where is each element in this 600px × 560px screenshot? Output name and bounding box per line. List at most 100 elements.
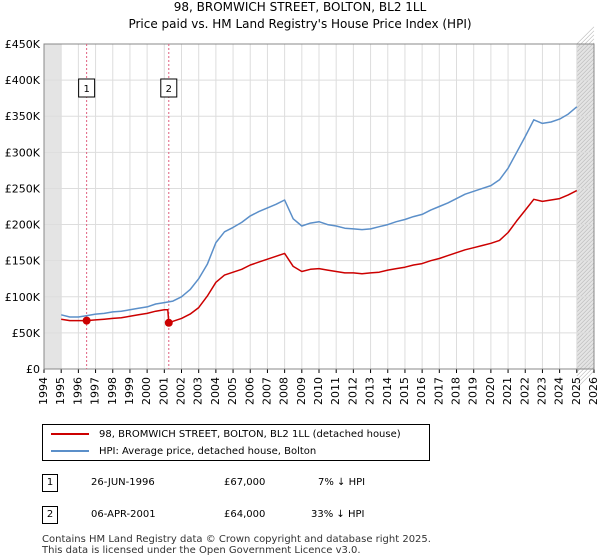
hatch-line [576,78,595,97]
x-tick-label: 2022 [518,377,531,405]
x-tick-label: 2005 [226,377,239,405]
x-tick-label: 2013 [364,377,377,405]
property-series-line [61,189,578,324]
hatch-line [576,194,595,213]
hatch-line [576,174,595,193]
hatch-line [576,186,595,205]
x-tick-label: 2015 [398,377,411,405]
hatch-line [576,30,595,49]
x-tick-label: 1994 [37,377,50,405]
legend-label-hpi: HPI: Average price, detached house, Bolt… [99,446,317,457]
x-tick-label: 2009 [295,377,308,405]
hatch-line [576,334,595,353]
hatch-line [576,314,595,333]
x-tick-label: 2018 [450,377,463,405]
hatch-line [576,270,595,289]
hatch-line [576,306,595,325]
hatch-line [576,62,595,81]
shaded-region-end [576,44,594,369]
hatch-line [576,26,595,45]
hatch-line [576,94,595,113]
hatch-line [576,278,595,297]
hatch-line [576,130,595,149]
transaction-date-2: 06-APR-2001 [91,509,156,520]
x-tick-label: 2002 [175,377,188,405]
hatch-line [576,258,595,277]
x-tick-label: 2004 [209,377,222,405]
x-tick-label: 2019 [467,377,480,405]
y-tick-label: £50K [12,327,41,340]
hatch-line [576,122,595,141]
footer-licence: This data is licensed under the Open Gov… [42,545,361,556]
hatch-line [576,134,595,153]
marker-box-label-1: 1 [83,84,89,95]
hatch-line [576,150,595,169]
x-tick-label: 2000 [140,377,153,405]
x-tick-label: 2003 [192,377,205,405]
y-tick-label: £350K [5,110,41,123]
shaded-region-start [44,44,62,369]
transaction-hpi-1: 7% ↓ HPI [318,477,366,488]
hatch-line [576,222,595,241]
y-tick-label: £200K [5,219,41,232]
hatch-line [576,154,595,173]
hatch-line [576,350,595,369]
x-tick-label: 2023 [535,377,548,405]
hatch-line [576,234,595,253]
hatch-line [576,274,595,293]
hatch-line [576,190,595,209]
hatch-line [576,298,595,317]
x-tick-label: 2021 [501,377,514,405]
hatch-line [576,218,595,237]
hatch-line [576,230,595,249]
hatch-line [576,202,595,221]
hatch-line [576,98,595,117]
hatch-line [576,54,595,73]
plot-border [43,43,595,370]
x-tick-label: 1999 [123,377,136,405]
legend-line-property [51,433,89,435]
y-tick-label: £450K [5,38,41,51]
hatch-line [576,254,595,273]
hatch-line [576,34,595,53]
sale-point-1 [82,316,91,325]
hatch-line [576,46,595,65]
chart-title: 98, BROMWICH STREET, BOLTON, BL2 1LL [173,0,427,14]
hatch-line [576,86,595,105]
footer-copyright: Contains HM Land Registry data © Crown c… [42,534,431,545]
price-chart: £0 £50K £100K £150K £200K £250K £300K £350K £400… [5,26,600,405]
transaction-number-1: 1 [42,474,58,492]
hatch-line [576,226,595,245]
y-tick-label: £250K [5,182,41,195]
transaction-row-2: 2 06-APR-2001 £64,000 33% ↓ HPI [0,506,600,526]
x-tick-label: 2025 [570,377,583,405]
transaction-price-2: £64,000 [224,509,266,520]
hatch-line [576,358,595,377]
x-tick-label: 1998 [106,377,119,405]
legend-item-hpi: HPI: Average price, detached house, Bolt… [51,444,316,460]
x-tick-label: 1995 [54,377,67,405]
hpi-series-line [61,106,578,318]
hatch-line [576,182,595,201]
chart-subtitle: Price paid vs. HM Land Registry's House … [128,17,472,31]
hatch-line [576,90,595,109]
hatch-line [576,322,595,341]
marker-box-1 [78,78,96,98]
hatch-line [576,126,595,145]
marker-box-label-2: 2 [166,84,172,95]
hatch-line [576,38,595,57]
hatch-line [576,114,595,133]
hatch-line [576,166,595,185]
legend-label-property: 98, BROMWICH STREET, BOLTON, BL2 1LL (de… [99,429,401,440]
hatch-line [576,338,595,357]
x-tick-label: 2020 [484,377,497,405]
hatch-line [576,302,595,321]
x-tick-label: 2012 [346,377,359,405]
x-tick-label: 2010 [312,377,325,405]
hatch-line [576,370,595,389]
transaction-row-1: 1 26-JUN-1996 £67,000 7% ↓ HPI [0,474,600,494]
hatch-line [576,138,595,157]
y-tick-label: £100K [5,291,41,304]
x-tick-label: 2024 [553,377,566,405]
hatch-line [576,242,595,261]
